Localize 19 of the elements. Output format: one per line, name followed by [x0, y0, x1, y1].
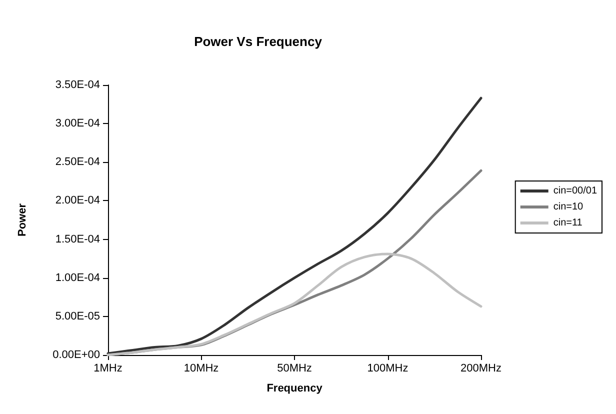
legend-label: cin=00/01	[553, 186, 598, 196]
x-axis-title: Frequency	[266, 382, 324, 394]
y-axis-title: Power	[16, 202, 28, 237]
x-tick-label: 10MHz	[184, 362, 219, 374]
chart-title: Power Vs Frequency	[194, 34, 323, 49]
x-tick-label: 50MHz	[277, 362, 312, 374]
y-tick-label: 1.50E-04	[55, 233, 100, 246]
x-tick-label: 1MHz	[94, 362, 122, 374]
legend-label: cin=10	[553, 202, 584, 212]
x-tick-label: 100MHz	[367, 362, 408, 374]
y-tick-label: 2.50E-04	[55, 156, 100, 168]
y-tick-label: 3.50E-04	[55, 79, 100, 91]
y-tick-label: 1.00E-04	[55, 272, 100, 284]
y-tick-label: 0.00E+00	[52, 349, 100, 361]
y-tick-label: 5.00E-05	[55, 310, 100, 322]
legend-label: cin=11	[553, 218, 583, 228]
x-tick-label: 200MHz	[460, 362, 502, 374]
y-tick-label: 2.00E-04	[55, 194, 100, 207]
y-tick-label: 3.00E-04	[55, 118, 100, 130]
